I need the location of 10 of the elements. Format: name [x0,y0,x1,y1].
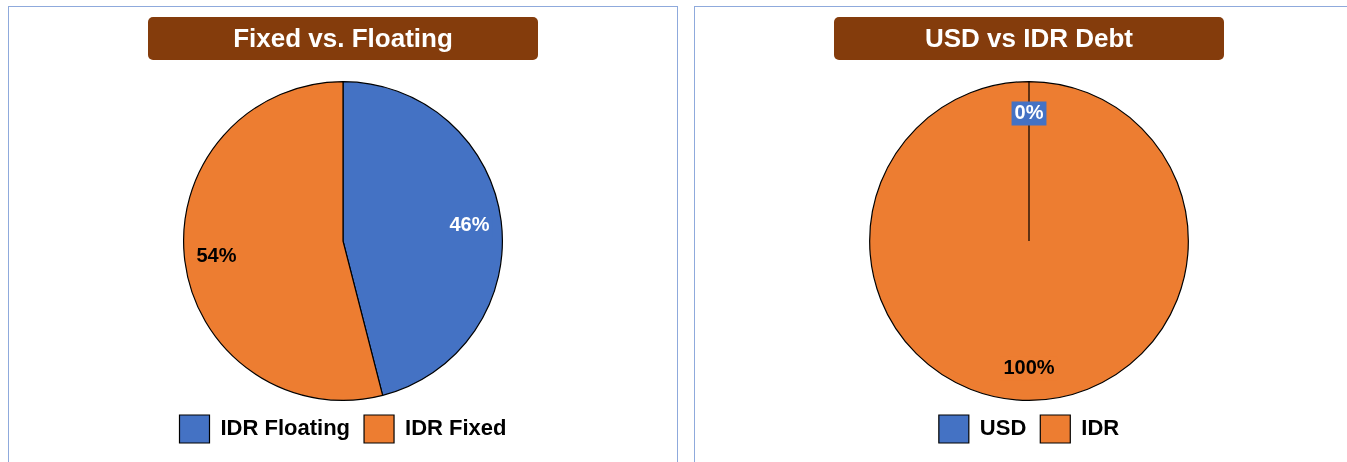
data-label: 46% [449,212,490,235]
legend-label: IDR [1081,415,1120,441]
text: 0% [1014,101,1044,123]
legend-label: IDR Floating [220,415,351,441]
chart-title: Fixed vs. Floating [148,17,538,60]
data-label: 100% [1003,356,1055,379]
chart-title: USD vs IDR Debt [834,17,1224,60]
data-label: 54% [196,244,237,267]
legend-label: IDR Fixed [405,415,507,441]
legend-label: USD [979,415,1027,441]
